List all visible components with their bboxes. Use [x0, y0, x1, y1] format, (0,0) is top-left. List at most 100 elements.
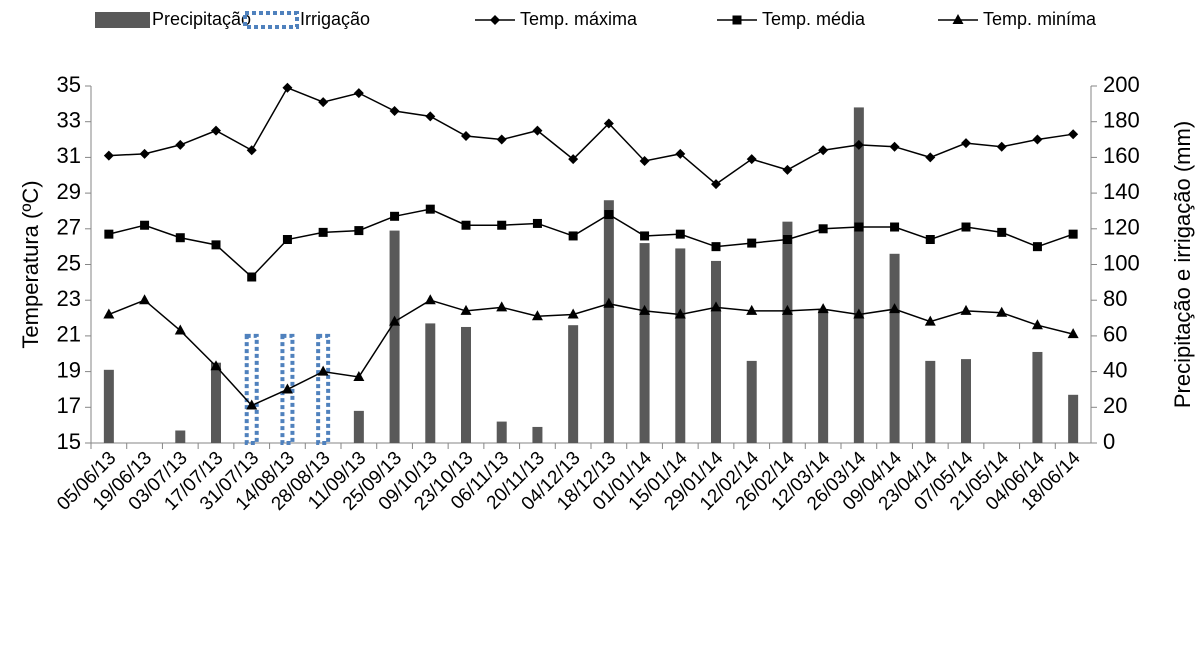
temp-marker — [318, 227, 328, 237]
y2-tick-label: 80 — [1103, 286, 1127, 311]
temp-marker — [460, 304, 472, 315]
precipitation-bar — [639, 243, 650, 443]
legend-label: Temp. máxima — [520, 9, 638, 29]
temp-marker — [317, 365, 329, 376]
temp-marker — [603, 297, 615, 308]
temp-marker — [925, 152, 936, 163]
y2-tick-label: 100 — [1103, 250, 1140, 275]
temp-marker — [711, 179, 721, 190]
temp-marker — [139, 294, 151, 305]
temp-marker — [1032, 242, 1042, 252]
precipitation-bar — [675, 248, 686, 443]
temp-marker — [639, 155, 650, 166]
legend-label: Temp. média — [762, 9, 866, 29]
precipitation-bar — [925, 360, 936, 443]
temp-marker — [390, 211, 400, 221]
precipitation-bar — [389, 230, 400, 443]
y-tick-label: 29 — [57, 179, 81, 204]
temp-marker — [140, 220, 150, 230]
temp-marker — [1068, 129, 1079, 140]
temp-marker — [747, 238, 757, 248]
temp-marker — [853, 139, 864, 150]
legend-marker — [490, 15, 500, 25]
temp-marker — [604, 210, 614, 220]
y2-tick-label: 0 — [1103, 429, 1115, 454]
temp-line — [108, 86, 1074, 186]
temp-marker — [746, 304, 758, 315]
y2-tick-label: 120 — [1103, 215, 1140, 240]
precipitation-bar — [603, 200, 614, 443]
temp-marker — [818, 145, 829, 156]
temp-marker — [424, 294, 436, 305]
temp-marker — [640, 231, 650, 241]
temp-marker — [1031, 319, 1043, 330]
temp-marker — [675, 148, 686, 159]
temp-marker — [282, 82, 293, 93]
temp-marker — [854, 222, 864, 232]
precipitation-bar — [961, 359, 971, 443]
temp-marker — [890, 222, 900, 232]
y-tick-label: 15 — [57, 429, 81, 454]
temp-marker — [210, 360, 222, 371]
temp-marker — [103, 150, 114, 161]
y-tick-label: 17 — [57, 393, 81, 418]
temp-marker — [961, 138, 971, 149]
temp-marker — [353, 370, 365, 381]
y-tick-label: 31 — [57, 143, 81, 168]
temp-marker — [1068, 229, 1078, 239]
precipitation-bar — [103, 369, 114, 443]
temp-marker — [782, 164, 793, 175]
temp-marker — [389, 105, 400, 116]
temp-marker — [925, 235, 935, 245]
temp-marker — [425, 111, 436, 122]
temp-marker — [603, 118, 614, 129]
temp-marker — [175, 139, 186, 150]
y-tick-label: 19 — [57, 357, 81, 382]
temp-marker — [532, 218, 542, 228]
temp-marker — [246, 145, 257, 156]
y2-tick-label: 60 — [1103, 322, 1127, 347]
precipitation-bar — [211, 362, 221, 443]
temp-marker — [532, 125, 543, 136]
temp-marker — [353, 88, 364, 99]
precipitation-bar — [889, 253, 900, 443]
precipitation-bar — [1032, 351, 1043, 443]
precipitation-bar — [782, 221, 793, 443]
temp-marker — [496, 301, 508, 312]
temp-marker — [139, 148, 150, 159]
legend-label: Temp. miníma — [983, 9, 1097, 29]
precipitation-bar — [496, 421, 507, 443]
temp-marker — [639, 304, 651, 315]
temp-marker — [781, 304, 793, 315]
irrigation-bar — [280, 333, 295, 445]
temp-marker — [247, 272, 257, 282]
temp-marker — [675, 229, 685, 239]
irrigation-bar — [244, 333, 259, 445]
temp-marker — [711, 242, 721, 252]
precipitation-bar — [746, 360, 757, 443]
y2-tick-label: 180 — [1103, 108, 1140, 133]
y-tick-label: 21 — [57, 322, 81, 347]
temp-marker — [103, 308, 115, 319]
precipitation-bar — [532, 426, 543, 443]
y-tick-label: 27 — [57, 215, 81, 240]
temp-marker — [246, 399, 258, 410]
temp-marker — [531, 310, 543, 321]
temp-marker — [817, 303, 829, 314]
temp-line — [108, 208, 1074, 279]
y-tick-label: 23 — [57, 286, 81, 311]
temp-marker — [568, 231, 578, 241]
temp-marker — [1032, 134, 1043, 145]
precipitation-bar — [461, 326, 471, 443]
temp-marker — [282, 235, 292, 245]
precipitation-bar — [818, 309, 829, 443]
temp-marker — [354, 226, 364, 236]
precipitation-bar — [425, 323, 436, 443]
temp-marker — [1067, 328, 1079, 339]
legend-label: Precipitação — [152, 9, 251, 29]
y2-tick-label: 200 — [1103, 72, 1140, 97]
y2-axis-title: Precipitação e irrigação (mm) — [1170, 121, 1195, 408]
temp-marker — [461, 130, 471, 141]
temp-marker — [211, 125, 221, 136]
temp-line — [108, 299, 1074, 407]
